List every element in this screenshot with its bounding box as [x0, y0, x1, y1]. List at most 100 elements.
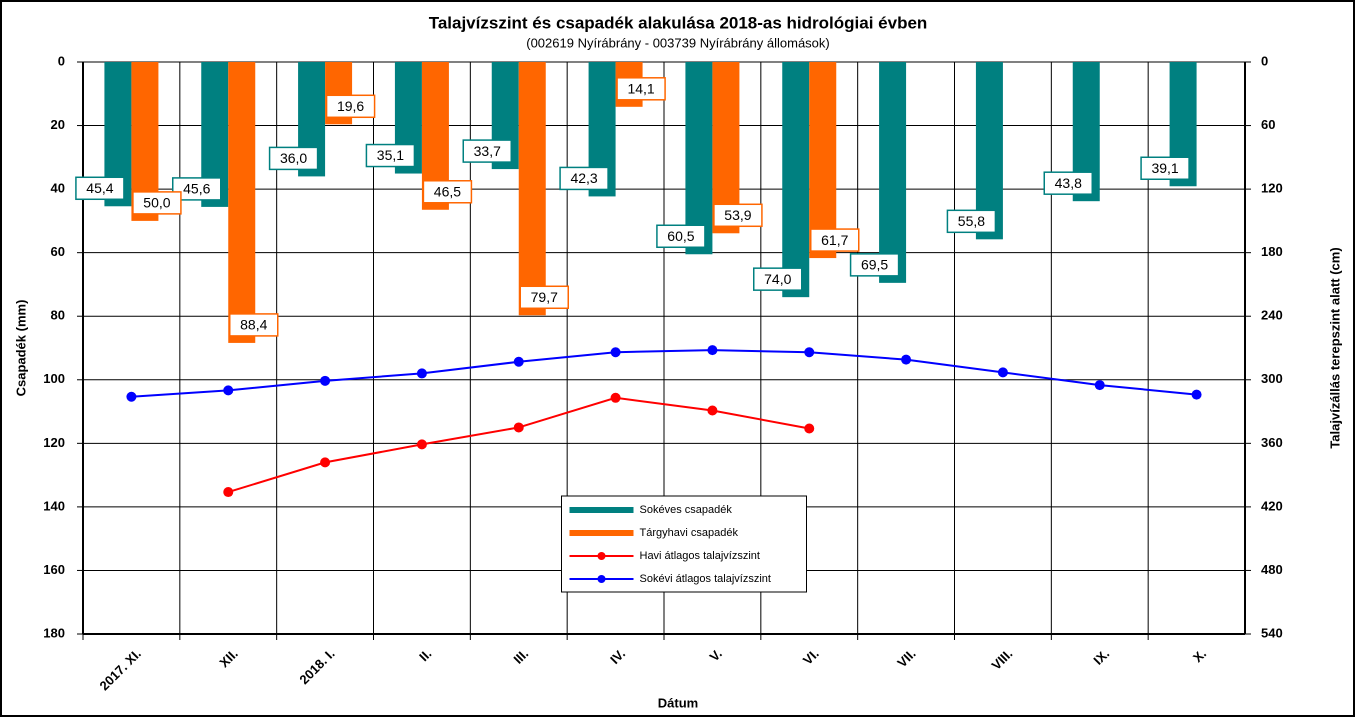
bar [809, 62, 837, 259]
data-label-box [810, 228, 860, 252]
data-label: 45,6 [183, 181, 210, 197]
data-label: 46,5 [434, 183, 461, 199]
marker [320, 375, 331, 386]
data-label: 79,7 [531, 289, 558, 305]
data-label: 39,1 [1151, 160, 1178, 176]
data-label-box [656, 224, 706, 249]
data-label-box [946, 209, 997, 234]
y-tick-label: 20 [51, 117, 65, 132]
data-label-box [849, 253, 900, 277]
y2-tick-label: 180 [1261, 244, 1283, 259]
y2-axis-title: Talajvízállás terepszint alatt (cm) [1327, 247, 1342, 448]
line [131, 349, 1197, 398]
data-label-box [325, 94, 376, 119]
x-axis-title: Dátum [658, 695, 698, 710]
marker [804, 347, 815, 358]
data-label: 19,6 [337, 98, 364, 114]
legend-label: Tárgyhavi csapadék [640, 527, 739, 539]
legend-marker [597, 552, 606, 560]
marker [416, 368, 427, 379]
data-label: 61,7 [821, 232, 848, 248]
data-label: 60,5 [667, 228, 694, 244]
marker [320, 457, 331, 468]
legend-swatch [569, 530, 634, 536]
data-label: 43,8 [1055, 175, 1082, 191]
y-tick-label: 120 [43, 435, 65, 450]
data-label-box [462, 139, 512, 163]
data-label-box [1043, 171, 1093, 195]
marker [513, 422, 524, 433]
marker [223, 385, 234, 396]
bar [518, 62, 546, 316]
marker [610, 347, 621, 358]
y2-tick-label: 480 [1261, 562, 1283, 577]
marker [610, 392, 621, 403]
data-label-box [519, 285, 569, 310]
marker [513, 356, 524, 367]
y2-tick-label: 540 [1261, 625, 1283, 640]
legend-label: Havi átlagos talajvízszint [640, 550, 760, 562]
data-label: 53,9 [724, 207, 751, 223]
marker [126, 391, 137, 402]
data-label: 33,7 [474, 143, 501, 159]
chart-subtitle: (002619 Nyírábrány - 003739 Nyírábrány á… [526, 35, 830, 50]
marker [804, 423, 815, 434]
legend-label: Sokévi átlagos talajvízszint [640, 573, 771, 585]
legend-swatch [569, 507, 634, 513]
data-label-box [229, 313, 279, 337]
y2-tick-label: 240 [1261, 308, 1283, 323]
marker [707, 405, 718, 416]
y2-tick-label: 420 [1261, 498, 1283, 513]
data-label-box [422, 180, 473, 204]
chart-title: Talajvízszint és csapadék alakulása 2018… [429, 13, 928, 32]
data-label: 74,0 [764, 271, 791, 287]
y-tick-label: 80 [51, 308, 65, 323]
marker [1094, 380, 1105, 391]
data-label-box [559, 166, 609, 191]
data-label: 69,5 [861, 257, 888, 273]
marker [997, 367, 1008, 378]
legend-label: Sokéves csapadék [640, 504, 733, 516]
data-label-box [713, 203, 763, 228]
data-label-box [753, 267, 803, 291]
data-label-box [268, 146, 319, 171]
legend-marker [597, 575, 606, 583]
data-label-box [75, 176, 125, 201]
y-tick-label: 40 [51, 181, 65, 196]
data-label: 55,8 [958, 213, 985, 229]
data-label: 42,3 [570, 170, 597, 186]
data-label: 88,4 [240, 317, 267, 333]
data-label: 50,0 [143, 195, 170, 211]
bar [685, 62, 713, 255]
bar [782, 62, 810, 298]
y2-tick-label: 120 [1261, 181, 1283, 196]
data-label-box [1140, 156, 1190, 181]
data-label: 36,0 [280, 150, 307, 166]
y-tick-label: 140 [43, 498, 65, 513]
marker [707, 345, 718, 356]
data-label-box [616, 77, 666, 101]
data-label: 45,4 [86, 180, 113, 196]
data-label: 14,1 [627, 81, 654, 97]
marker [901, 354, 912, 365]
marker [1191, 389, 1202, 400]
data-label-box [172, 177, 222, 201]
bar [228, 62, 256, 343]
y-tick-label: 160 [43, 562, 65, 577]
y2-tick-label: 360 [1261, 435, 1283, 450]
marker [223, 487, 234, 498]
y2-tick-label: 300 [1261, 371, 1283, 386]
y-tick-label: 0 [58, 53, 65, 68]
y-tick-label: 100 [43, 371, 65, 386]
bar [879, 62, 907, 283]
marker [416, 439, 427, 450]
data-label-box [132, 191, 182, 215]
y2-tick-label: 60 [1261, 117, 1275, 132]
y-axis-title: Csapadék (mm) [13, 300, 28, 397]
data-label-box [365, 143, 416, 168]
y2-tick-label: 0 [1261, 53, 1268, 68]
y-tick-label: 60 [51, 244, 65, 259]
data-label: 35,1 [377, 147, 404, 163]
y-tick-label: 180 [43, 625, 65, 640]
